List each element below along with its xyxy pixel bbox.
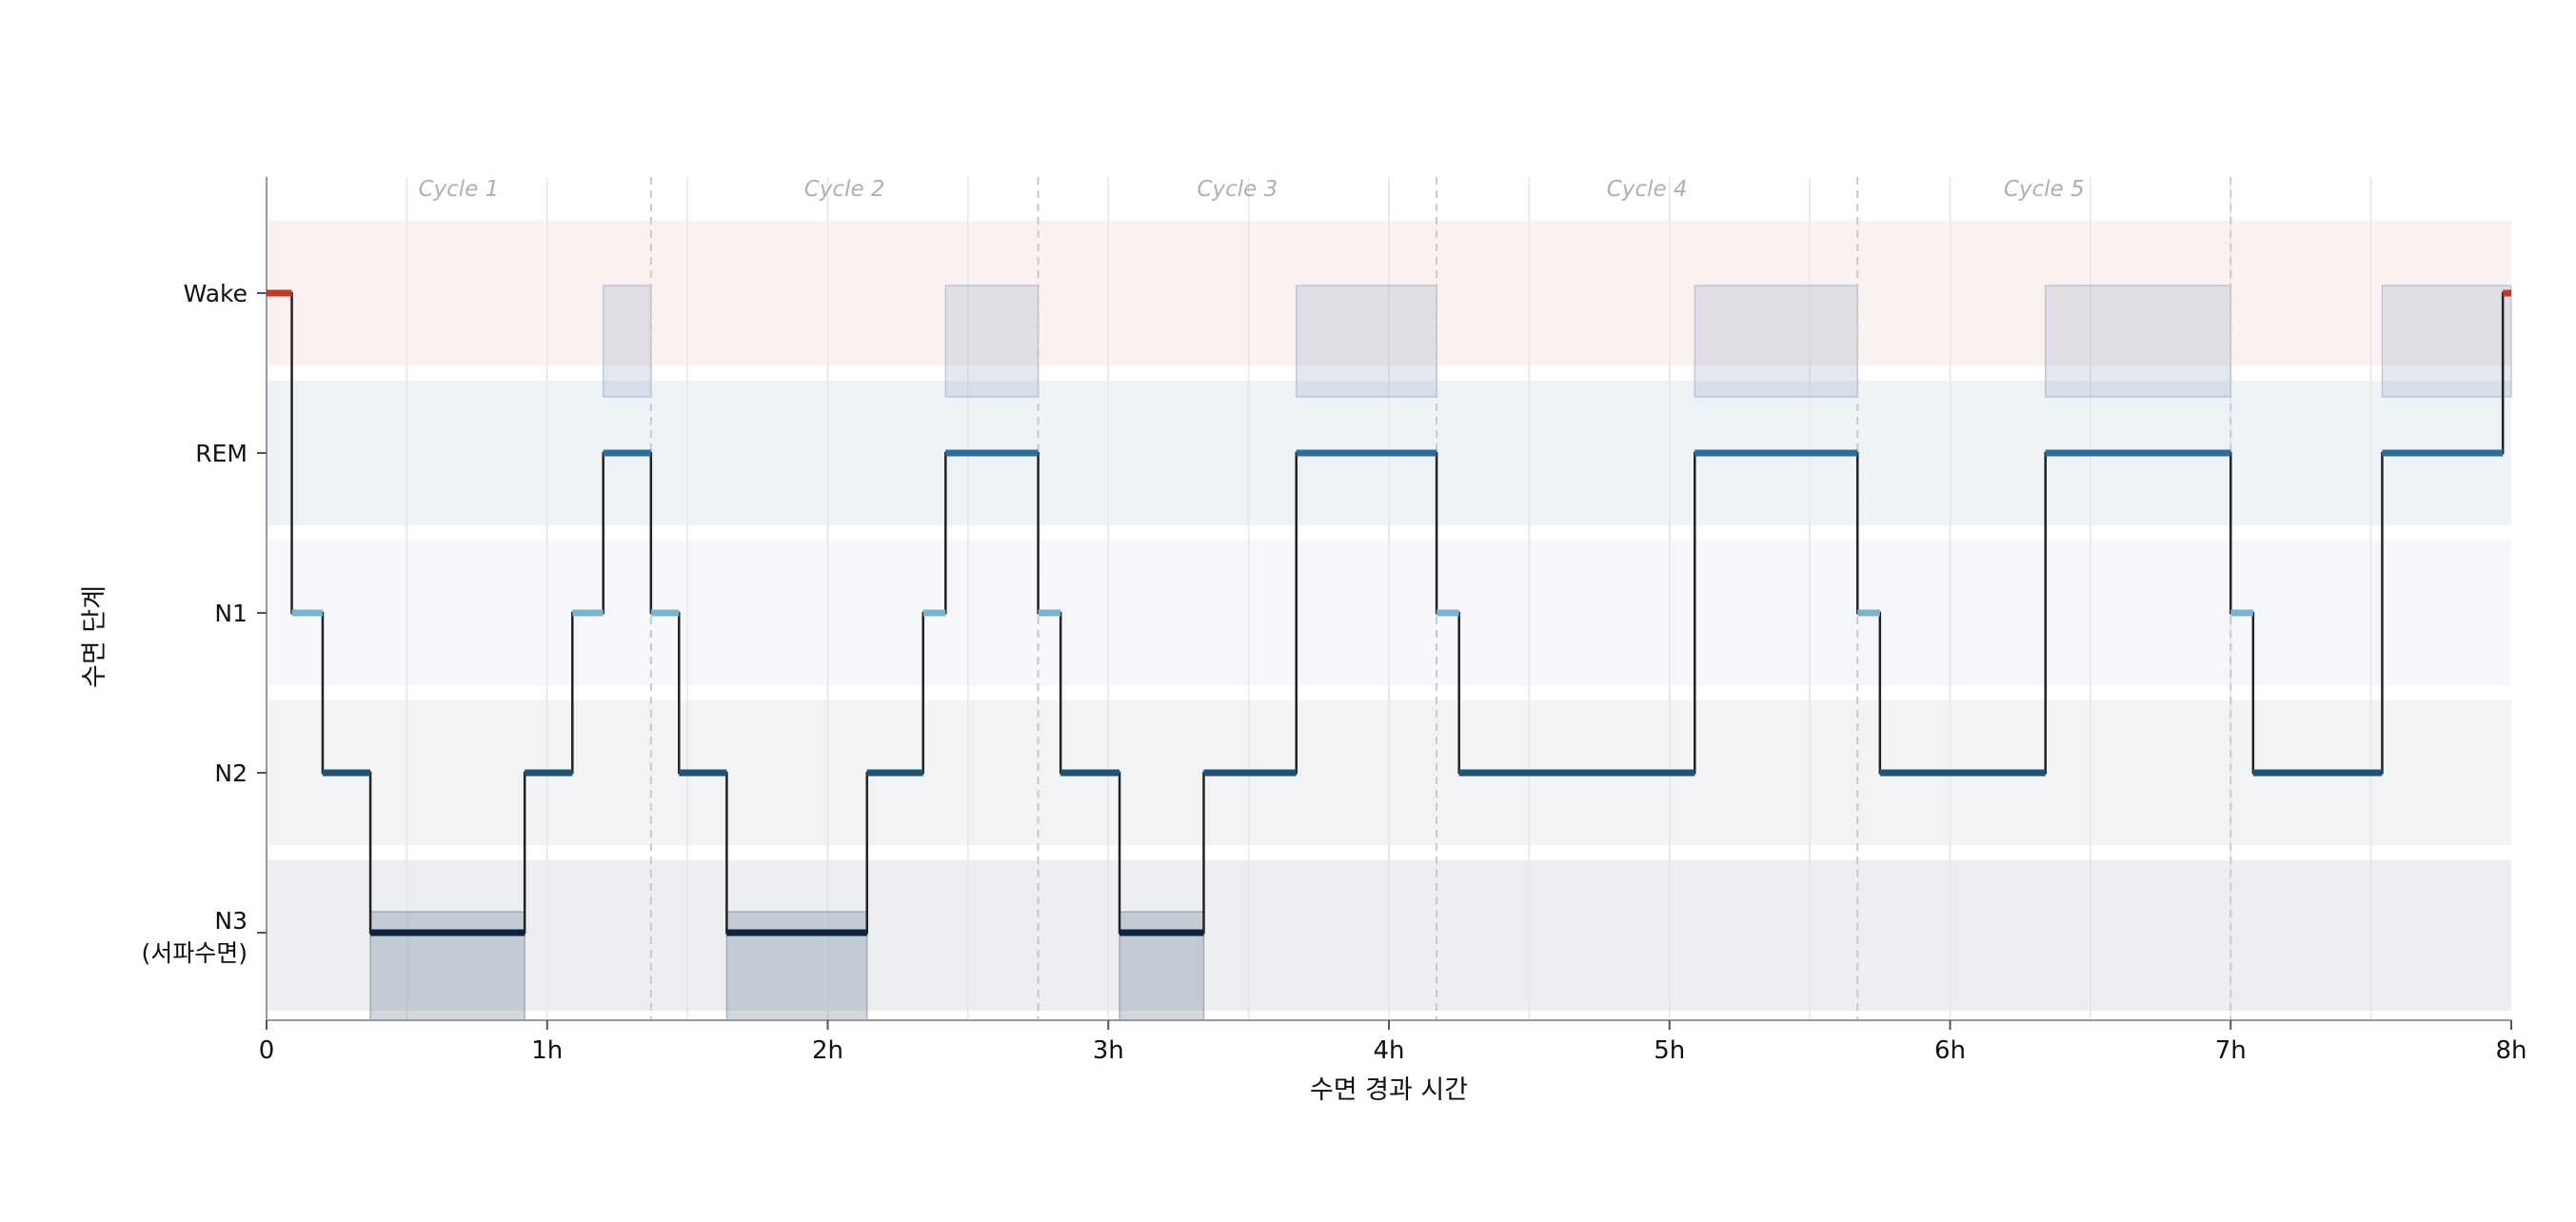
cycle-label: Cycle 2	[804, 177, 885, 202]
y-tick-label-n3: N3 (서파수면)	[141, 907, 248, 967]
y-axis-ticks: N3 (서파수면) N2 N1 REM Wake	[141, 280, 267, 967]
hypnogram-step-line	[267, 291, 2511, 935]
x-axis-ticks: 0 1h 2h 3h 4h 5h 6h 7h 8h	[259, 1020, 2527, 1065]
hypnogram-line	[267, 291, 2511, 935]
x-tick-label: 1h	[531, 1036, 563, 1065]
cycle-label: Cycle 4	[1607, 177, 1688, 202]
cycle-label: Cycle 1	[418, 177, 499, 202]
x-tick-label: 7h	[2215, 1036, 2247, 1065]
rem-highlight	[2381, 285, 2512, 398]
n3-highlight	[369, 911, 525, 1021]
cycle-label: Cycle 3	[1197, 177, 1278, 202]
x-axis-title: 수면 경과 시간	[1310, 1075, 1468, 1105]
cycle-labels: Cycle 1 Cycle 2 Cycle 3 Cycle 4 Cycle 5	[418, 177, 2084, 202]
n3-highlight	[1119, 911, 1205, 1021]
rem-highlight	[1694, 285, 1858, 398]
x-tick-label: 6h	[1934, 1036, 1966, 1065]
y-tick-label-rem: REM	[195, 440, 248, 467]
y-tick-label-n2: N2	[214, 759, 248, 787]
stage-segments	[267, 289, 2511, 936]
x-tick-label: 0	[259, 1036, 275, 1065]
x-tick-label: 4h	[1373, 1036, 1404, 1065]
n3-highlight	[725, 911, 868, 1021]
x-tick-label: 3h	[1093, 1036, 1124, 1065]
x-tick-label: 5h	[1654, 1036, 1685, 1065]
y-tick-label-wake: Wake	[184, 280, 248, 307]
y-axis-title: 수면 단계	[80, 585, 109, 688]
cycle-label: Cycle 5	[2004, 177, 2085, 202]
rem-highlight	[1295, 285, 1437, 398]
x-tick-label: 8h	[2495, 1036, 2526, 1065]
y-tick-label-n1: N1	[214, 600, 248, 627]
rem-highlight	[602, 285, 652, 398]
rem-highlight	[2044, 285, 2232, 398]
cycle-boundaries	[649, 177, 2232, 1020]
grid-lines	[406, 177, 2372, 1020]
rem-highlight	[944, 285, 1040, 398]
x-tick-label: 2h	[812, 1036, 843, 1065]
